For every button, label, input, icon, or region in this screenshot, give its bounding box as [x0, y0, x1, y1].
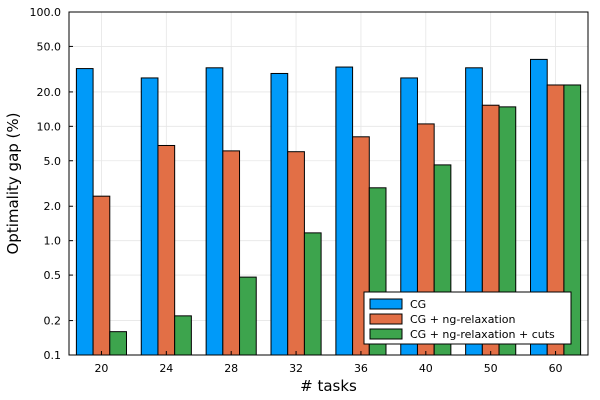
- bar-2-20: [92, 195, 111, 356]
- x-axis-ticks: 20 24 28 32 36 40 50 60: [94, 351, 563, 375]
- bar-3-24: [174, 315, 192, 356]
- legend-swatch: [369, 298, 403, 310]
- legend-swatch: [369, 313, 403, 325]
- y-tick-label: 0.2: [44, 315, 62, 328]
- bar-3-28: [239, 276, 257, 356]
- y-tick-label: 50.0: [37, 40, 62, 53]
- x-axis-title: # tasks: [300, 377, 357, 395]
- bar-1-24: [140, 77, 159, 356]
- legend-label: CG + ng-relaxation + cuts: [410, 328, 555, 341]
- y-axis-title: Optimality gap (%): [4, 112, 22, 254]
- y-tick-label: 0.5: [44, 269, 62, 282]
- bar-3-32: [303, 232, 322, 356]
- y-tick-label: 0.1: [44, 349, 62, 362]
- y-tick-label: 10.0: [37, 120, 62, 133]
- y-axis-ticks: 0.1 0.2 0.5 1.0 2.0 5.0 10.0 20.0 50.0 100.0: [30, 6, 73, 362]
- x-tick-label: 40: [419, 362, 433, 375]
- legend: CG CG + ng-relaxation CG + ng-relaxation +…: [363, 291, 572, 345]
- bar-3-20: [109, 331, 127, 356]
- bar-2-24: [157, 144, 176, 356]
- bar-1-36: [335, 66, 354, 356]
- y-tick-label: 5.0: [44, 155, 62, 168]
- bar-2-32: [287, 151, 305, 356]
- x-tick-label: 60: [549, 362, 563, 375]
- x-tick-label: 24: [159, 362, 173, 375]
- bar-2-28: [222, 150, 241, 356]
- x-tick-label: 50: [484, 362, 498, 375]
- bar-1-32: [270, 72, 289, 356]
- bar-1-20: [75, 68, 94, 356]
- x-tick-label: 20: [94, 362, 108, 375]
- bar-1-28: [205, 67, 224, 356]
- y-tick-label: 2.0: [44, 200, 62, 213]
- x-tick-label: 32: [289, 362, 303, 375]
- legend-label: CG + ng-relaxation: [410, 313, 516, 326]
- plot-frame: [68, 11, 589, 356]
- x-tick-label: 28: [224, 362, 238, 375]
- legend-swatch: [369, 328, 403, 340]
- legend-label: CG: [410, 298, 426, 311]
- y-tick-label: 100.0: [30, 6, 62, 19]
- y-tick-label: 1.0: [44, 235, 62, 248]
- y-tick-label: 20.0: [37, 86, 62, 99]
- x-tick-label: 36: [354, 362, 368, 375]
